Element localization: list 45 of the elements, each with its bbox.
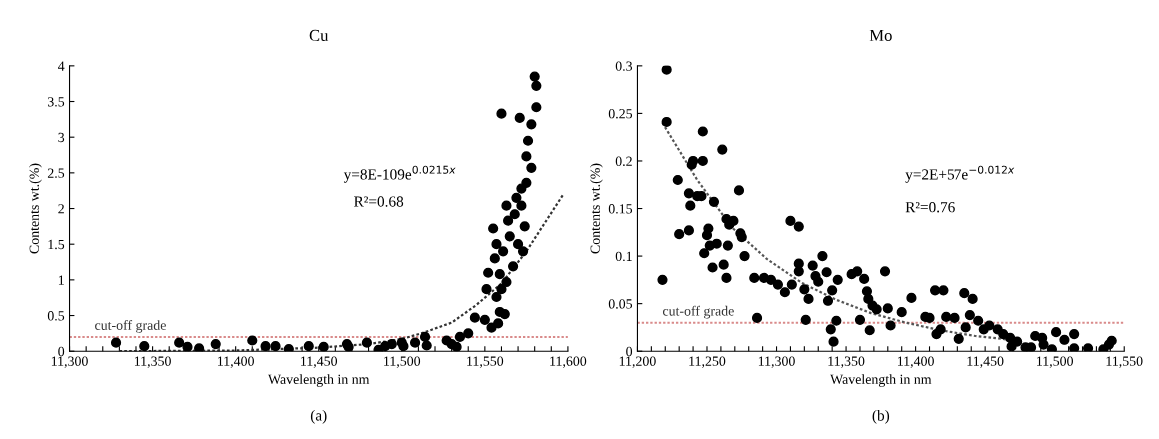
x-tick-label: 11,500 (384, 356, 421, 368)
y-tick-label: 2.5 (47, 168, 65, 178)
x-tick-label: 11,600 (550, 356, 587, 368)
y-tick-label: 4 (58, 61, 65, 71)
chart-title: Mo (869, 29, 892, 42)
x-tick-label: 11,400 (218, 356, 254, 368)
x-tick-label: 11,300 (51, 356, 88, 368)
x-tick-label: 11,400 (897, 356, 934, 368)
y-tick-label: 3.5 (47, 97, 65, 107)
y-tick-label: 1.5 (48, 239, 65, 250)
y-tick-label: 0.5 (47, 311, 65, 321)
x-tick-label: 11,350 (828, 356, 865, 368)
text: (a) (310, 409, 327, 424)
x-tick-label: 11,300 (758, 356, 795, 368)
y-tick-label: 1 (58, 275, 64, 285)
y-tick-label: 2 (58, 204, 64, 214)
x-tick-label: 11,450 (301, 356, 338, 368)
x-tick-label: 11,200 (619, 356, 656, 368)
chart-title: Cu (309, 29, 329, 42)
y-tick-label: 0.05 (608, 299, 633, 309)
y-axis-title: Contents wt.(%) (590, 163, 603, 254)
y-tick-label: 3 (58, 132, 65, 143)
y-tick-label: 0 (626, 346, 633, 357)
ref-line-label: cut-off grade (95, 319, 166, 333)
annotation: y=2E+57e$^{−0.012x}$ (905, 165, 1015, 183)
x-tick-label: 11,550 (1106, 356, 1143, 368)
y-axis-title: Contents wt.(%) (29, 163, 42, 254)
ref-line-label: cut-off grade (662, 305, 734, 319)
text: (b) (872, 409, 890, 424)
x-tick-label: 11,500 (1037, 356, 1073, 368)
x-axis-title: Wavelength in nm (830, 374, 932, 387)
x-tick-label: 11,550 (467, 356, 504, 368)
x-tick-label: 11,350 (134, 356, 171, 368)
y-tick-label: 0.1 (615, 251, 632, 262)
y-tick-label: 0.3 (615, 61, 633, 71)
x-tick-label: 11,450 (967, 356, 1004, 368)
annotation: y=8E-109e$^{0.0215x}$ (343, 165, 456, 183)
x-axis-title: Wavelength in nm (268, 374, 370, 387)
y-tick-label: 0.15 (608, 204, 633, 214)
y-tick-label: 0.2 (615, 156, 632, 166)
annotation: R²=0.68 (354, 196, 404, 207)
y-tick-label: 0.25 (608, 108, 633, 119)
y-tick-label: 0 (58, 346, 65, 357)
annotation: R²=0.76 (905, 202, 955, 213)
x-tick-label: 11,250 (689, 356, 726, 368)
